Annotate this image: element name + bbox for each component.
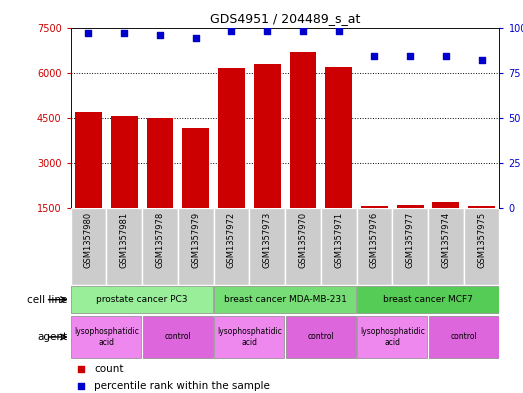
Bar <box>214 286 356 313</box>
Bar <box>464 208 499 285</box>
Bar <box>249 208 285 285</box>
Point <box>263 28 271 34</box>
Text: GSM1357981: GSM1357981 <box>120 212 129 268</box>
Text: lysophosphatidic
acid: lysophosphatidic acid <box>217 327 282 347</box>
Bar <box>71 316 141 358</box>
Bar <box>321 208 357 285</box>
Text: cell line: cell line <box>27 295 67 305</box>
Text: agent: agent <box>37 332 67 342</box>
Bar <box>146 118 173 253</box>
Bar <box>213 208 249 285</box>
Text: GSM1357979: GSM1357979 <box>191 212 200 268</box>
Text: GSM1357974: GSM1357974 <box>441 212 450 268</box>
Point <box>406 53 414 60</box>
Bar <box>468 206 495 253</box>
Text: breast cancer MCF7: breast cancer MCF7 <box>383 295 473 304</box>
Text: GSM1357978: GSM1357978 <box>155 212 164 268</box>
Text: percentile rank within the sample: percentile rank within the sample <box>94 381 270 391</box>
Title: GDS4951 / 204489_s_at: GDS4951 / 204489_s_at <box>210 12 360 25</box>
Bar <box>71 208 106 285</box>
Bar <box>357 208 392 285</box>
Point <box>299 28 307 34</box>
Bar <box>325 67 352 253</box>
Point <box>84 30 93 36</box>
Text: control: control <box>450 332 477 342</box>
Bar <box>111 116 138 253</box>
Bar <box>428 208 464 285</box>
Bar <box>178 208 213 285</box>
Text: breast cancer MDA-MB-231: breast cancer MDA-MB-231 <box>224 295 346 304</box>
Bar <box>106 208 142 285</box>
Bar <box>392 208 428 285</box>
Bar <box>142 208 178 285</box>
Point <box>191 35 200 42</box>
Text: lysophosphatidic
acid: lysophosphatidic acid <box>74 327 139 347</box>
Bar <box>433 202 459 253</box>
Bar <box>357 316 427 358</box>
Bar <box>75 112 102 253</box>
Bar <box>214 316 285 358</box>
Bar <box>254 64 280 253</box>
Text: count: count <box>94 364 124 374</box>
Text: GSM1357977: GSM1357977 <box>406 212 415 268</box>
Text: GSM1357970: GSM1357970 <box>299 212 308 268</box>
Text: control: control <box>164 332 191 342</box>
Point <box>227 28 235 34</box>
Point <box>334 28 343 34</box>
Point <box>477 57 486 63</box>
Point <box>156 31 164 38</box>
Point <box>120 30 128 36</box>
Point <box>77 382 86 389</box>
Bar <box>357 286 499 313</box>
Point <box>370 53 379 60</box>
Text: GSM1357976: GSM1357976 <box>370 212 379 268</box>
Point <box>77 366 86 372</box>
Text: GSM1357980: GSM1357980 <box>84 212 93 268</box>
Bar <box>429 316 499 358</box>
Text: GSM1357973: GSM1357973 <box>263 212 271 268</box>
Text: GSM1357971: GSM1357971 <box>334 212 343 268</box>
Text: GSM1357972: GSM1357972 <box>227 212 236 268</box>
Text: prostate cancer PC3: prostate cancer PC3 <box>96 295 188 304</box>
Bar <box>218 68 245 253</box>
Bar <box>290 51 316 253</box>
Text: control: control <box>308 332 334 342</box>
Point <box>441 53 450 60</box>
Bar <box>183 129 209 253</box>
Bar <box>286 316 356 358</box>
Text: lysophosphatidic
acid: lysophosphatidic acid <box>360 327 425 347</box>
Bar <box>143 316 213 358</box>
Bar <box>397 205 424 253</box>
Bar <box>361 206 388 253</box>
Bar <box>71 286 213 313</box>
Bar <box>285 208 321 285</box>
Text: GSM1357975: GSM1357975 <box>477 212 486 268</box>
